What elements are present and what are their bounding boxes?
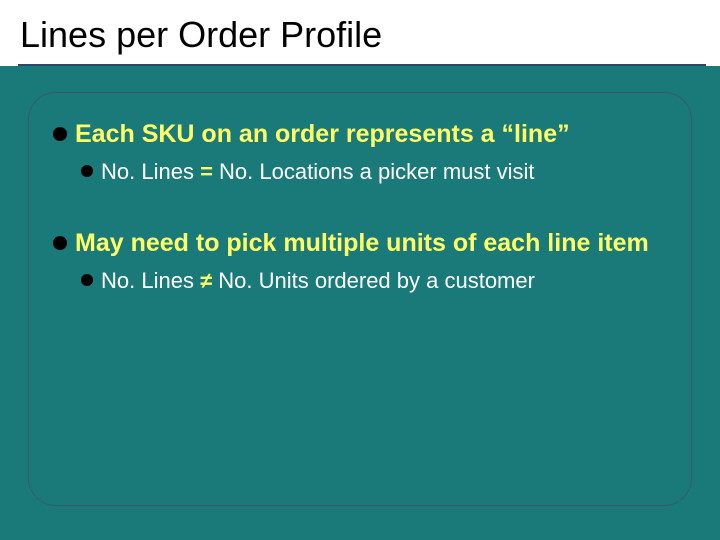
- spacer: [53, 214, 667, 228]
- bullet-text: Each SKU on an order represents a “line”: [75, 119, 570, 150]
- title-bar: Lines per Order Profile: [0, 0, 720, 66]
- bullet-icon: [53, 236, 67, 250]
- bullet-text: No. Lines = No. Locations a picker must …: [101, 158, 535, 186]
- bullet-text: No. Lines ≠ No. Units ordered by a custo…: [101, 267, 535, 295]
- bullet-suffix: No. Locations a picker must visit: [213, 159, 535, 184]
- bullet-level1: May need to pick multiple units of each …: [53, 228, 667, 259]
- bullet-icon: [53, 127, 67, 141]
- bullet-level2: No. Lines ≠ No. Units ordered by a custo…: [81, 267, 667, 295]
- bullet-prefix: No. Lines: [101, 268, 200, 293]
- bullet-text: May need to pick multiple units of each …: [75, 228, 649, 259]
- title-underline: [18, 64, 706, 66]
- bullet-level2: No. Lines = No. Locations a picker must …: [81, 158, 667, 186]
- bullet-level1: Each SKU on an order represents a “line”: [53, 119, 667, 150]
- bullet-suffix: No. Units ordered by a customer: [212, 268, 535, 293]
- content-box: Each SKU on an order represents a “line”…: [28, 92, 692, 506]
- bullet-accent: ≠: [200, 268, 212, 293]
- bullet-icon: [81, 165, 93, 177]
- bullet-accent: =: [200, 159, 213, 184]
- slide: Lines per Order Profile Each SKU on an o…: [0, 0, 720, 540]
- bullet-icon: [81, 274, 93, 286]
- slide-title: Lines per Order Profile: [20, 14, 700, 56]
- bullet-prefix: No. Lines: [101, 159, 200, 184]
